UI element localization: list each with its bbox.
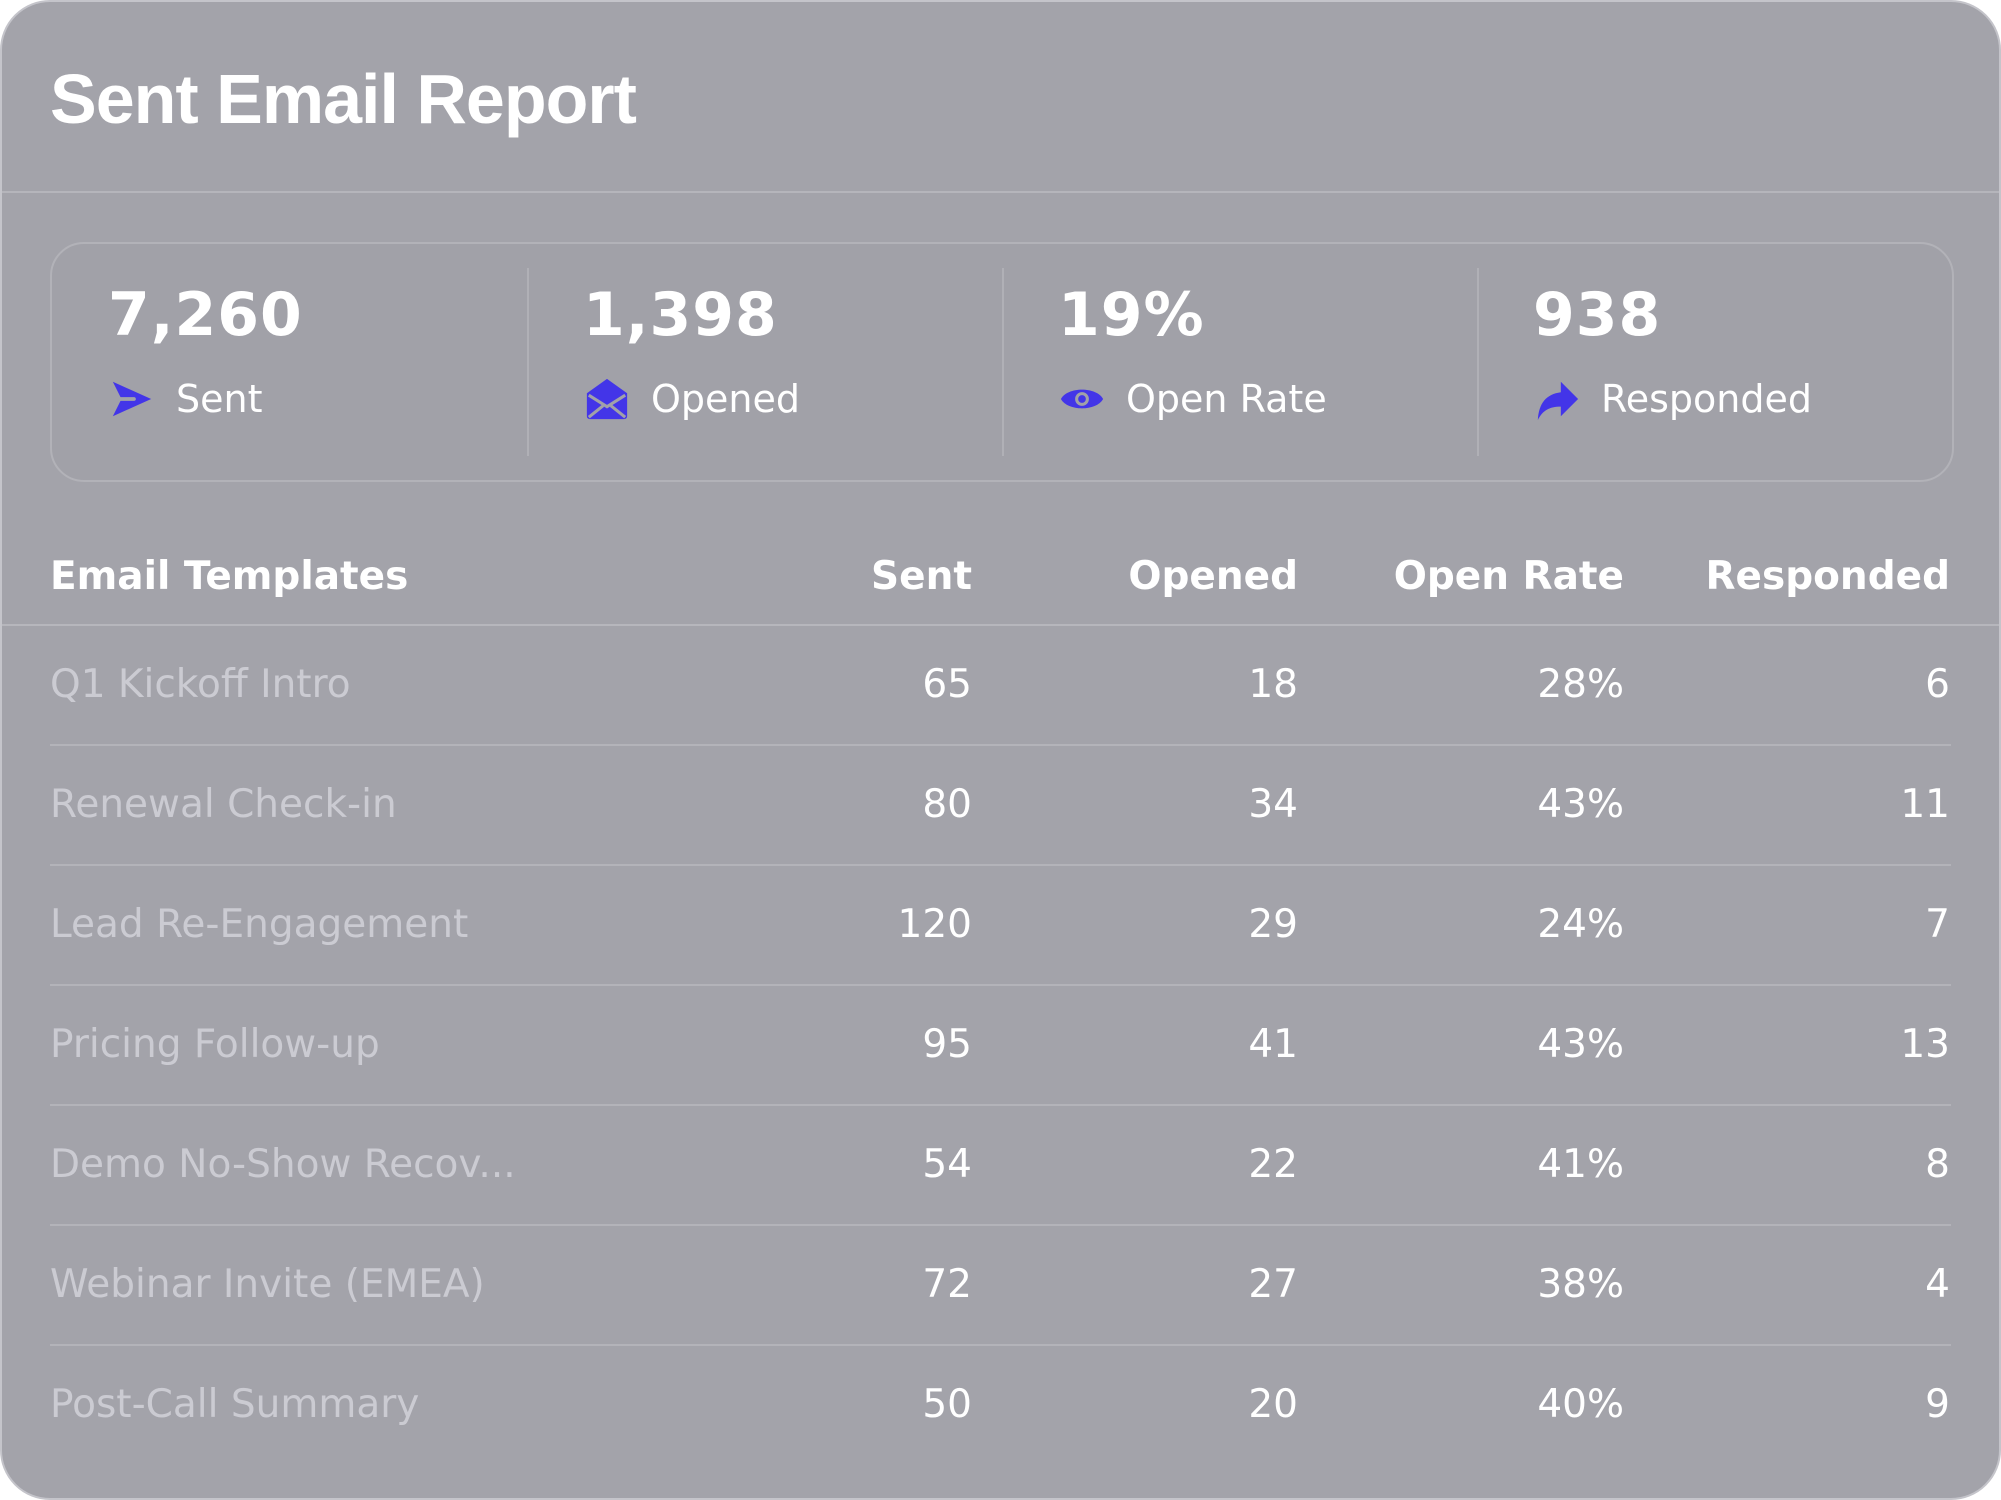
envelope-open-icon	[583, 375, 631, 423]
template-name[interactable]: Renewal Check-in	[50, 782, 397, 827]
column-header-sent[interactable]: Sent	[871, 554, 972, 599]
cell-sent: 120	[897, 902, 972, 947]
stat-opened: 1,398 Opened	[527, 244, 1002, 480]
cell-open-rate: 43%	[1537, 782, 1624, 827]
template-name[interactable]: Pricing Follow-up	[50, 1022, 380, 1067]
template-name[interactable]: Post-Call Summary	[50, 1382, 420, 1427]
cell-sent: 50	[922, 1382, 972, 1427]
cell-sent: 54	[922, 1142, 972, 1187]
template-name[interactable]: Webinar Invite (EMEA)	[50, 1262, 485, 1307]
stat-value: 1,398	[583, 280, 778, 350]
table-header: Email Templates Sent Opened Open Rate Re…	[2, 532, 1999, 626]
stat-label: Responded	[1601, 377, 1812, 421]
cell-responded: 6	[1925, 662, 1950, 707]
table-row[interactable]: Post-Call Summary 50 20 40% 9	[2, 1346, 1999, 1466]
cell-sent: 72	[922, 1262, 972, 1307]
column-header-responded[interactable]: Responded	[1705, 554, 1950, 599]
template-name[interactable]: Lead Re-Engagement	[50, 902, 469, 947]
cell-opened: 18	[1248, 662, 1298, 707]
cell-responded: 13	[1900, 1022, 1950, 1067]
cell-responded: 7	[1925, 902, 1950, 947]
cell-opened: 41	[1248, 1022, 1298, 1067]
table-row[interactable]: Demo No-Show Recov... 54 22 41% 8	[2, 1106, 1999, 1226]
cell-open-rate: 40%	[1537, 1382, 1624, 1427]
stats-summary: 7,260 Sent 1,398 Opened 19%	[50, 242, 1954, 482]
column-header-email-templates[interactable]: Email Templates	[50, 554, 409, 599]
cell-open-rate: 38%	[1537, 1262, 1624, 1307]
cell-opened: 27	[1248, 1262, 1298, 1307]
table-row[interactable]: Lead Re-Engagement 120 29 24% 7	[2, 866, 1999, 986]
cell-opened: 34	[1248, 782, 1298, 827]
cell-open-rate: 43%	[1537, 1022, 1624, 1067]
cell-open-rate: 24%	[1537, 902, 1624, 947]
table-row[interactable]: Q1 Kickoff Intro 65 18 28% 6	[2, 626, 1999, 746]
reply-icon	[1533, 375, 1581, 423]
stat-value: 938	[1533, 280, 1662, 350]
table-row[interactable]: Renewal Check-in 80 34 43% 11	[2, 746, 1999, 866]
send-icon	[108, 375, 156, 423]
stat-label-row: Opened	[583, 370, 800, 428]
stat-responded: 938 Responded	[1477, 244, 1952, 480]
email-templates-table: Email Templates Sent Opened Open Rate Re…	[2, 532, 1999, 1466]
stat-label-row: Open Rate	[1058, 370, 1327, 428]
template-name[interactable]: Demo No-Show Recov...	[50, 1142, 516, 1187]
cell-sent: 65	[922, 662, 972, 707]
stat-sent: 7,260 Sent	[52, 244, 527, 480]
stat-label: Open Rate	[1126, 377, 1327, 421]
eye-icon	[1058, 375, 1106, 423]
cell-sent: 80	[922, 782, 972, 827]
column-header-open-rate[interactable]: Open Rate	[1393, 554, 1624, 599]
title-divider	[2, 191, 1999, 193]
cell-opened: 22	[1248, 1142, 1298, 1187]
cell-sent: 95	[922, 1022, 972, 1067]
cell-open-rate: 28%	[1537, 662, 1624, 707]
template-name[interactable]: Q1 Kickoff Intro	[50, 662, 351, 707]
cell-responded: 8	[1925, 1142, 1950, 1187]
stat-label: Opened	[651, 377, 800, 421]
table-row[interactable]: Webinar Invite (EMEA) 72 27 38% 4	[2, 1226, 1999, 1346]
stat-label-row: Sent	[108, 370, 262, 428]
cell-responded: 9	[1925, 1382, 1950, 1427]
stat-value: 19%	[1058, 280, 1205, 350]
stat-label-row: Responded	[1533, 370, 1812, 428]
table-row[interactable]: Pricing Follow-up 95 41 43% 13	[2, 986, 1999, 1106]
cell-opened: 20	[1248, 1382, 1298, 1427]
cell-open-rate: 41%	[1537, 1142, 1624, 1187]
cell-responded: 4	[1925, 1262, 1950, 1307]
page-title: Sent Email Report	[50, 60, 637, 138]
cell-opened: 29	[1248, 902, 1298, 947]
cell-responded: 11	[1900, 782, 1950, 827]
stat-value: 7,260	[108, 280, 303, 350]
column-header-opened[interactable]: Opened	[1128, 554, 1298, 599]
stat-label: Sent	[176, 377, 263, 421]
stat-open-rate: 19% Open Rate	[1002, 244, 1477, 480]
